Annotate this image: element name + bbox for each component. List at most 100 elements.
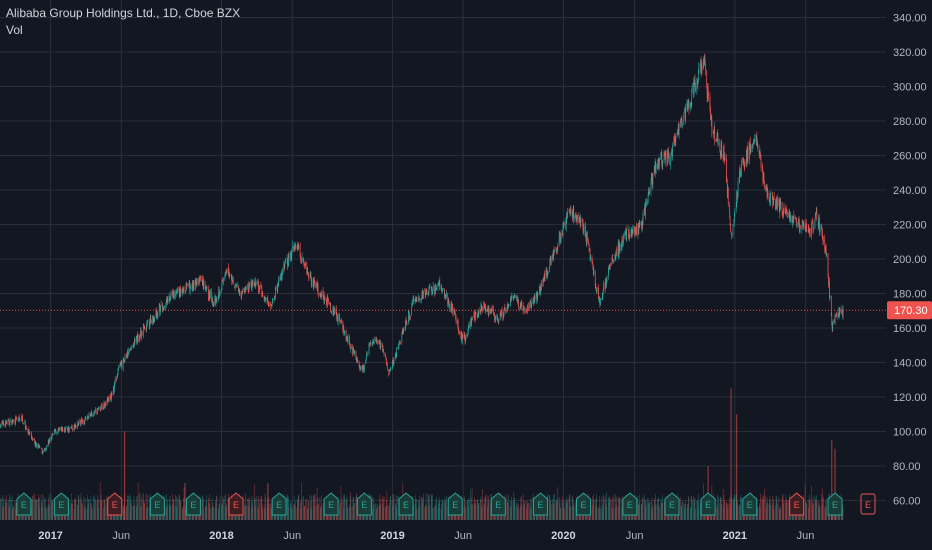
candle-body [421,293,423,300]
candle-body [668,155,670,163]
candle-body [412,298,414,304]
candle-body [80,421,82,426]
earnings-marker[interactable]: E [742,492,758,516]
last-price-label: 170.30 [894,305,928,317]
candle-body [127,350,129,356]
earnings-marker[interactable]: E [323,492,339,516]
candle-body [179,288,181,297]
earnings-marker[interactable]: E [149,492,165,516]
earnings-marker[interactable]: E [228,492,244,516]
candle-body [373,342,375,344]
candle-body [229,273,230,279]
volume-bar [180,501,182,520]
candle-body [296,245,298,247]
candle-body [765,186,767,190]
last-price-badge[interactable] [887,301,932,320]
volume-bar [822,497,824,520]
candle-body [698,67,700,72]
candle-body [54,430,56,432]
candle-body [529,303,531,306]
earnings-marker[interactable]: E [789,492,805,516]
volume-bar [516,502,517,520]
earnings-marker[interactable]: E [700,492,716,516]
candle-body [486,309,488,312]
volume-bar [100,494,102,520]
volume-bar [415,499,417,520]
candle-body [703,60,705,65]
earnings-marker[interactable]: E [827,492,843,516]
candle-body [565,217,567,228]
candle-body [577,215,578,221]
earnings-marker[interactable]: E [576,492,592,516]
candle-body [304,264,306,266]
volume-bar [475,500,476,520]
candle-body [80,420,81,425]
volume-bar [513,492,515,520]
earnings-marker[interactable]: E [622,492,638,516]
volume-bar [601,496,603,520]
candle-body [406,324,408,326]
grid-lines [0,0,886,520]
volume-label[interactable]: Vol [6,23,23,37]
candle-body [437,284,439,288]
volume-bar [639,501,641,520]
candle-body [782,214,784,217]
volume-bar [417,507,419,520]
earnings-marker[interactable]: E [271,492,287,516]
earnings-marker[interactable]: E [53,492,69,516]
volume-bar [373,504,375,520]
candle-body [95,409,96,411]
earnings-marker[interactable]: E [185,492,201,516]
candle-body [425,294,427,296]
volume-bar [91,506,93,520]
candle-body [704,55,706,62]
candle-body [481,308,483,311]
candle-body [88,416,89,418]
candle-body [234,286,236,289]
volume-bar [341,497,342,520]
candle-body [221,282,223,291]
price-tick-label: 340.00 [893,13,927,25]
volume-bar [48,498,50,520]
earnings-marker[interactable]: E [356,492,372,516]
volume-bar [12,506,14,520]
candle-body [31,437,33,440]
earnings-marker[interactable]: E [490,492,506,516]
candle-body [116,376,118,380]
candle-body [366,352,368,354]
earnings-marker[interactable]: E [398,492,414,516]
volume-bar [416,508,418,520]
earnings-marker[interactable]: E [664,492,680,516]
candle-body [480,309,481,313]
candle-body [190,286,191,288]
volume-bar [524,500,526,520]
volume-bar [133,496,135,520]
candle-body [385,358,387,360]
symbol-title[interactable]: Alibaba Group Holdings Ltd., 1D, Cboe BZ… [6,6,241,20]
volume-bar [740,497,741,520]
candle-body [723,146,724,157]
volume-bar [294,504,295,520]
earnings-marker[interactable]: E [107,492,123,516]
candle-body [684,108,686,120]
volume-bar [765,495,767,520]
volume-bar [572,496,574,520]
earnings-marker[interactable]: E [532,492,548,516]
candle-body [809,231,811,232]
earnings-marker-label: E [112,500,118,510]
candle-body [186,284,188,286]
earnings-marker[interactable]: E [860,493,876,515]
volume-bar [465,507,466,520]
earnings-marker[interactable]: E [16,492,32,516]
candle-body [186,285,187,288]
volume-bar [12,509,13,520]
volume-bar [11,495,13,520]
earnings-marker[interactable]: E [447,492,463,516]
volume-bar [422,497,424,520]
candle-body [582,223,584,231]
candle-body [94,412,95,414]
candle-body [241,295,243,299]
candle-body [103,405,104,410]
